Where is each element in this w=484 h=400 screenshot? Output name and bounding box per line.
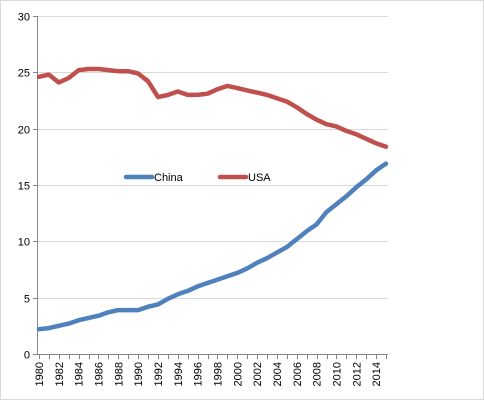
gridlines <box>37 16 388 299</box>
y-tick-label: 30 <box>18 12 30 24</box>
x-tick-label: 2012 <box>351 362 363 386</box>
y-tick-label: 15 <box>18 181 30 193</box>
x-tick-label: 2004 <box>272 362 284 386</box>
series-line-china <box>36 161 389 332</box>
x-tick-label: 2002 <box>252 362 264 386</box>
x-tick-label: 1998 <box>212 362 224 386</box>
x-tick-label: 1984 <box>74 362 86 386</box>
x-tick-label: 1980 <box>34 362 46 386</box>
y-tick-label: 25 <box>18 68 30 80</box>
x-tick-label: 2008 <box>312 362 324 386</box>
x-tick-label: 1986 <box>93 362 105 386</box>
series-line-usa <box>36 66 389 149</box>
x-tick-label: 2014 <box>371 362 383 386</box>
x-tick-label: 1996 <box>193 362 205 386</box>
legend: China USA <box>123 172 271 184</box>
x-tick-label: 2010 <box>331 362 343 386</box>
x-tick-label: 1990 <box>133 362 145 386</box>
y-tick-label: 5 <box>24 294 30 306</box>
series-lines <box>36 66 389 332</box>
x-tick-label: 1988 <box>113 362 125 386</box>
y-tick-label: 10 <box>18 237 30 249</box>
legend-label-china: China <box>154 172 184 184</box>
x-tick-label: 1994 <box>173 362 185 386</box>
legend-label-usa: USA <box>248 172 271 184</box>
y-tick-label: 0 <box>24 350 30 362</box>
axes: 0 5 10 15 20 25 30 1980 1982 1984 1986 1988 1990 1992… <box>18 12 388 386</box>
x-tick-label: 1982 <box>54 362 66 386</box>
x-tick-label: 2000 <box>232 362 244 386</box>
x-tick-label: 2006 <box>292 362 304 386</box>
y-tick-label: 20 <box>18 125 30 137</box>
x-tick-label: 1992 <box>153 362 165 386</box>
